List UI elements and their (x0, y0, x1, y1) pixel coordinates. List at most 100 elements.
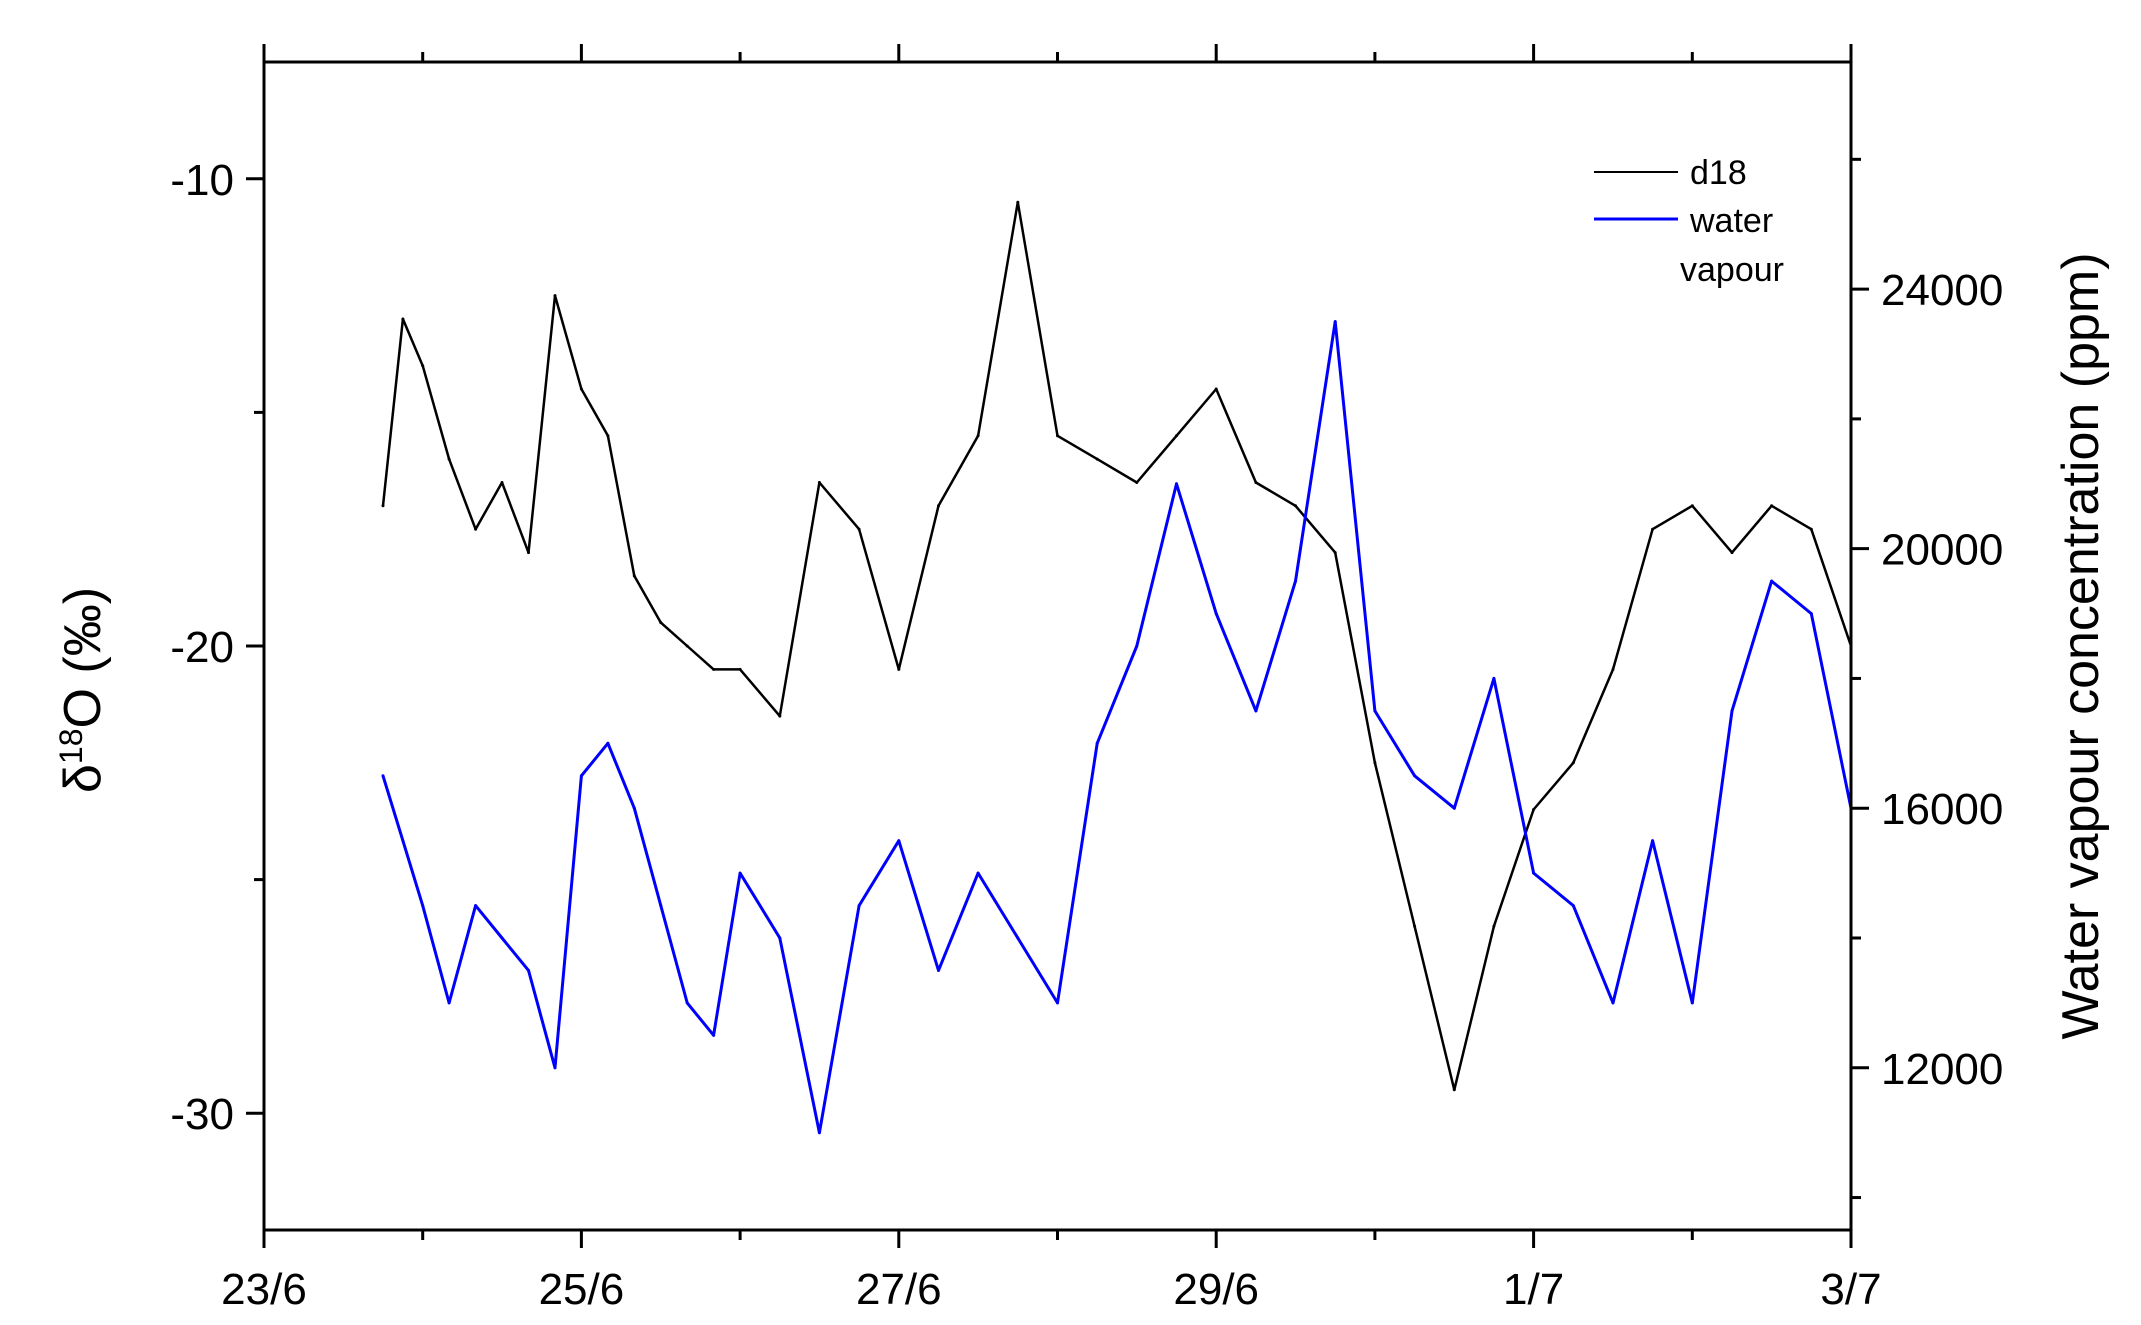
series-point-water-vapour (1571, 904, 1575, 908)
series-point-water-vapour (712, 1033, 716, 1037)
series-point-water-vapour (1651, 839, 1655, 843)
series-point-water-vapour (937, 968, 940, 972)
series-point-d18 (1254, 481, 1258, 484)
series-point-d18 (1571, 761, 1575, 765)
series-point-water-vapour (606, 741, 610, 745)
series-point-d18 (1294, 504, 1297, 508)
x-tick-label: 23/6 (221, 1265, 307, 1314)
series-point-d18 (500, 481, 504, 484)
series-point-water-vapour (1016, 936, 1020, 940)
right-y-tick-label: 16000 (1881, 785, 2003, 834)
series-point-d18 (976, 434, 980, 438)
series-point-d18 (937, 504, 940, 508)
x-tick-label: 29/6 (1173, 1265, 1259, 1314)
right-axis-title: Water vapour concentration (ppm) (2052, 252, 2110, 1039)
series-point-d18 (1611, 667, 1615, 671)
series-point-water-vapour (1175, 482, 1178, 486)
series-point-water-vapour (778, 936, 782, 940)
series-point-water-vapour (1214, 612, 1218, 616)
series-point-d18 (1056, 434, 1059, 438)
legend: d18 water vapour (1594, 154, 1784, 289)
x-axis: 23/6 25/6 27/6 29/6 1/7 3/7 (221, 44, 1882, 1314)
series-point-d18 (606, 434, 610, 438)
series-point-d18 (1175, 434, 1178, 438)
series-point-d18 (381, 504, 385, 508)
left-axis-title: δ18O (‰) (53, 587, 112, 793)
series-point-d18 (1452, 1088, 1456, 1092)
series-point-water-vapour (976, 871, 980, 875)
series-point-water-vapour (1413, 774, 1417, 778)
series-point-water-vapour (474, 904, 478, 908)
series-point-water-vapour (1135, 644, 1139, 648)
series-point-d18 (1214, 387, 1218, 391)
series-point-water-vapour (401, 839, 405, 843)
legend-label-water-vapour-line2: vapour (1680, 251, 1784, 289)
right-y-axis: 12000 16000 20000 24000 (1851, 157, 2003, 1200)
series-point-water-vapour (1809, 612, 1813, 616)
series-lines (381, 200, 1853, 1135)
series-point-d18 (401, 317, 405, 321)
series-point-d18 (897, 667, 901, 671)
left-y-tick-label: -10 (170, 156, 234, 205)
series-point-water-vapour (1770, 579, 1774, 583)
series-point-d18 (817, 481, 821, 484)
series-point-water-vapour (857, 904, 861, 908)
series-point-d18 (659, 621, 663, 625)
series-point-d18 (579, 387, 583, 391)
series-line-d18 (381, 200, 1853, 1092)
series-point-d18 (632, 574, 636, 578)
series-point-d18 (1532, 808, 1536, 811)
series-point-water-vapour (897, 839, 901, 843)
series-point-water-vapour (1452, 806, 1456, 810)
legend-label-d18: d18 (1690, 154, 1747, 192)
left-y-tick-label: -30 (170, 1090, 234, 1139)
legend-label-water-vapour-line1: water (1689, 202, 1773, 240)
series-point-d18 (778, 714, 782, 718)
series-point-water-vapour (738, 871, 742, 875)
series-point-d18 (1016, 200, 1020, 204)
series-point-water-vapour (1056, 1001, 1059, 1005)
series-point-water-vapour (817, 1131, 821, 1135)
series-point-water-vapour (1333, 320, 1337, 324)
series-point-water-vapour (553, 1066, 557, 1070)
plot-frame (262, 60, 1853, 1232)
series-point-d18 (1095, 457, 1099, 461)
series-point-water-vapour (447, 1001, 451, 1005)
series-point-d18 (1413, 924, 1417, 928)
series-point-water-vapour (659, 904, 663, 908)
x-tick-label: 25/6 (539, 1265, 625, 1314)
series-point-d18 (685, 644, 689, 648)
series-point-water-vapour (1373, 709, 1377, 713)
series-point-d18 (712, 667, 716, 671)
series-point-d18 (1770, 504, 1774, 508)
series-point-d18 (1730, 551, 1734, 555)
series-point-water-vapour (1254, 709, 1258, 713)
series-point-water-vapour (632, 806, 636, 810)
series-point-water-vapour (1611, 1001, 1615, 1005)
x-tick-label: 1/7 (1503, 1265, 1564, 1314)
x-tick-label: 3/7 (1820, 1265, 1881, 1314)
series-point-d18 (857, 527, 861, 531)
series-point-d18 (1651, 527, 1655, 531)
right-y-tick-label: 20000 (1881, 526, 2003, 575)
series-point-d18 (1809, 527, 1813, 531)
series-point-d18 (1492, 924, 1496, 928)
series-point-water-vapour (685, 1001, 689, 1005)
series-point-water-vapour (1532, 871, 1536, 875)
series-point-d18 (421, 364, 425, 368)
series-point-d18 (474, 527, 478, 531)
series-point-water-vapour (1730, 709, 1734, 713)
series-point-d18 (1690, 504, 1694, 508)
series-point-d18 (1333, 551, 1337, 555)
series-point-d18 (1373, 761, 1377, 765)
x-tick-label: 27/6 (856, 1265, 942, 1314)
series-point-water-vapour (421, 904, 425, 908)
right-y-tick-label: 12000 (1881, 1045, 2003, 1094)
left-y-axis: -10 -20 -30 (170, 156, 264, 1139)
series-point-water-vapour (1095, 741, 1099, 745)
series-point-water-vapour (579, 774, 583, 778)
series-point-water-vapour (1492, 676, 1496, 680)
series-point-d18 (1135, 481, 1139, 484)
left-y-tick-label: -20 (170, 623, 234, 672)
